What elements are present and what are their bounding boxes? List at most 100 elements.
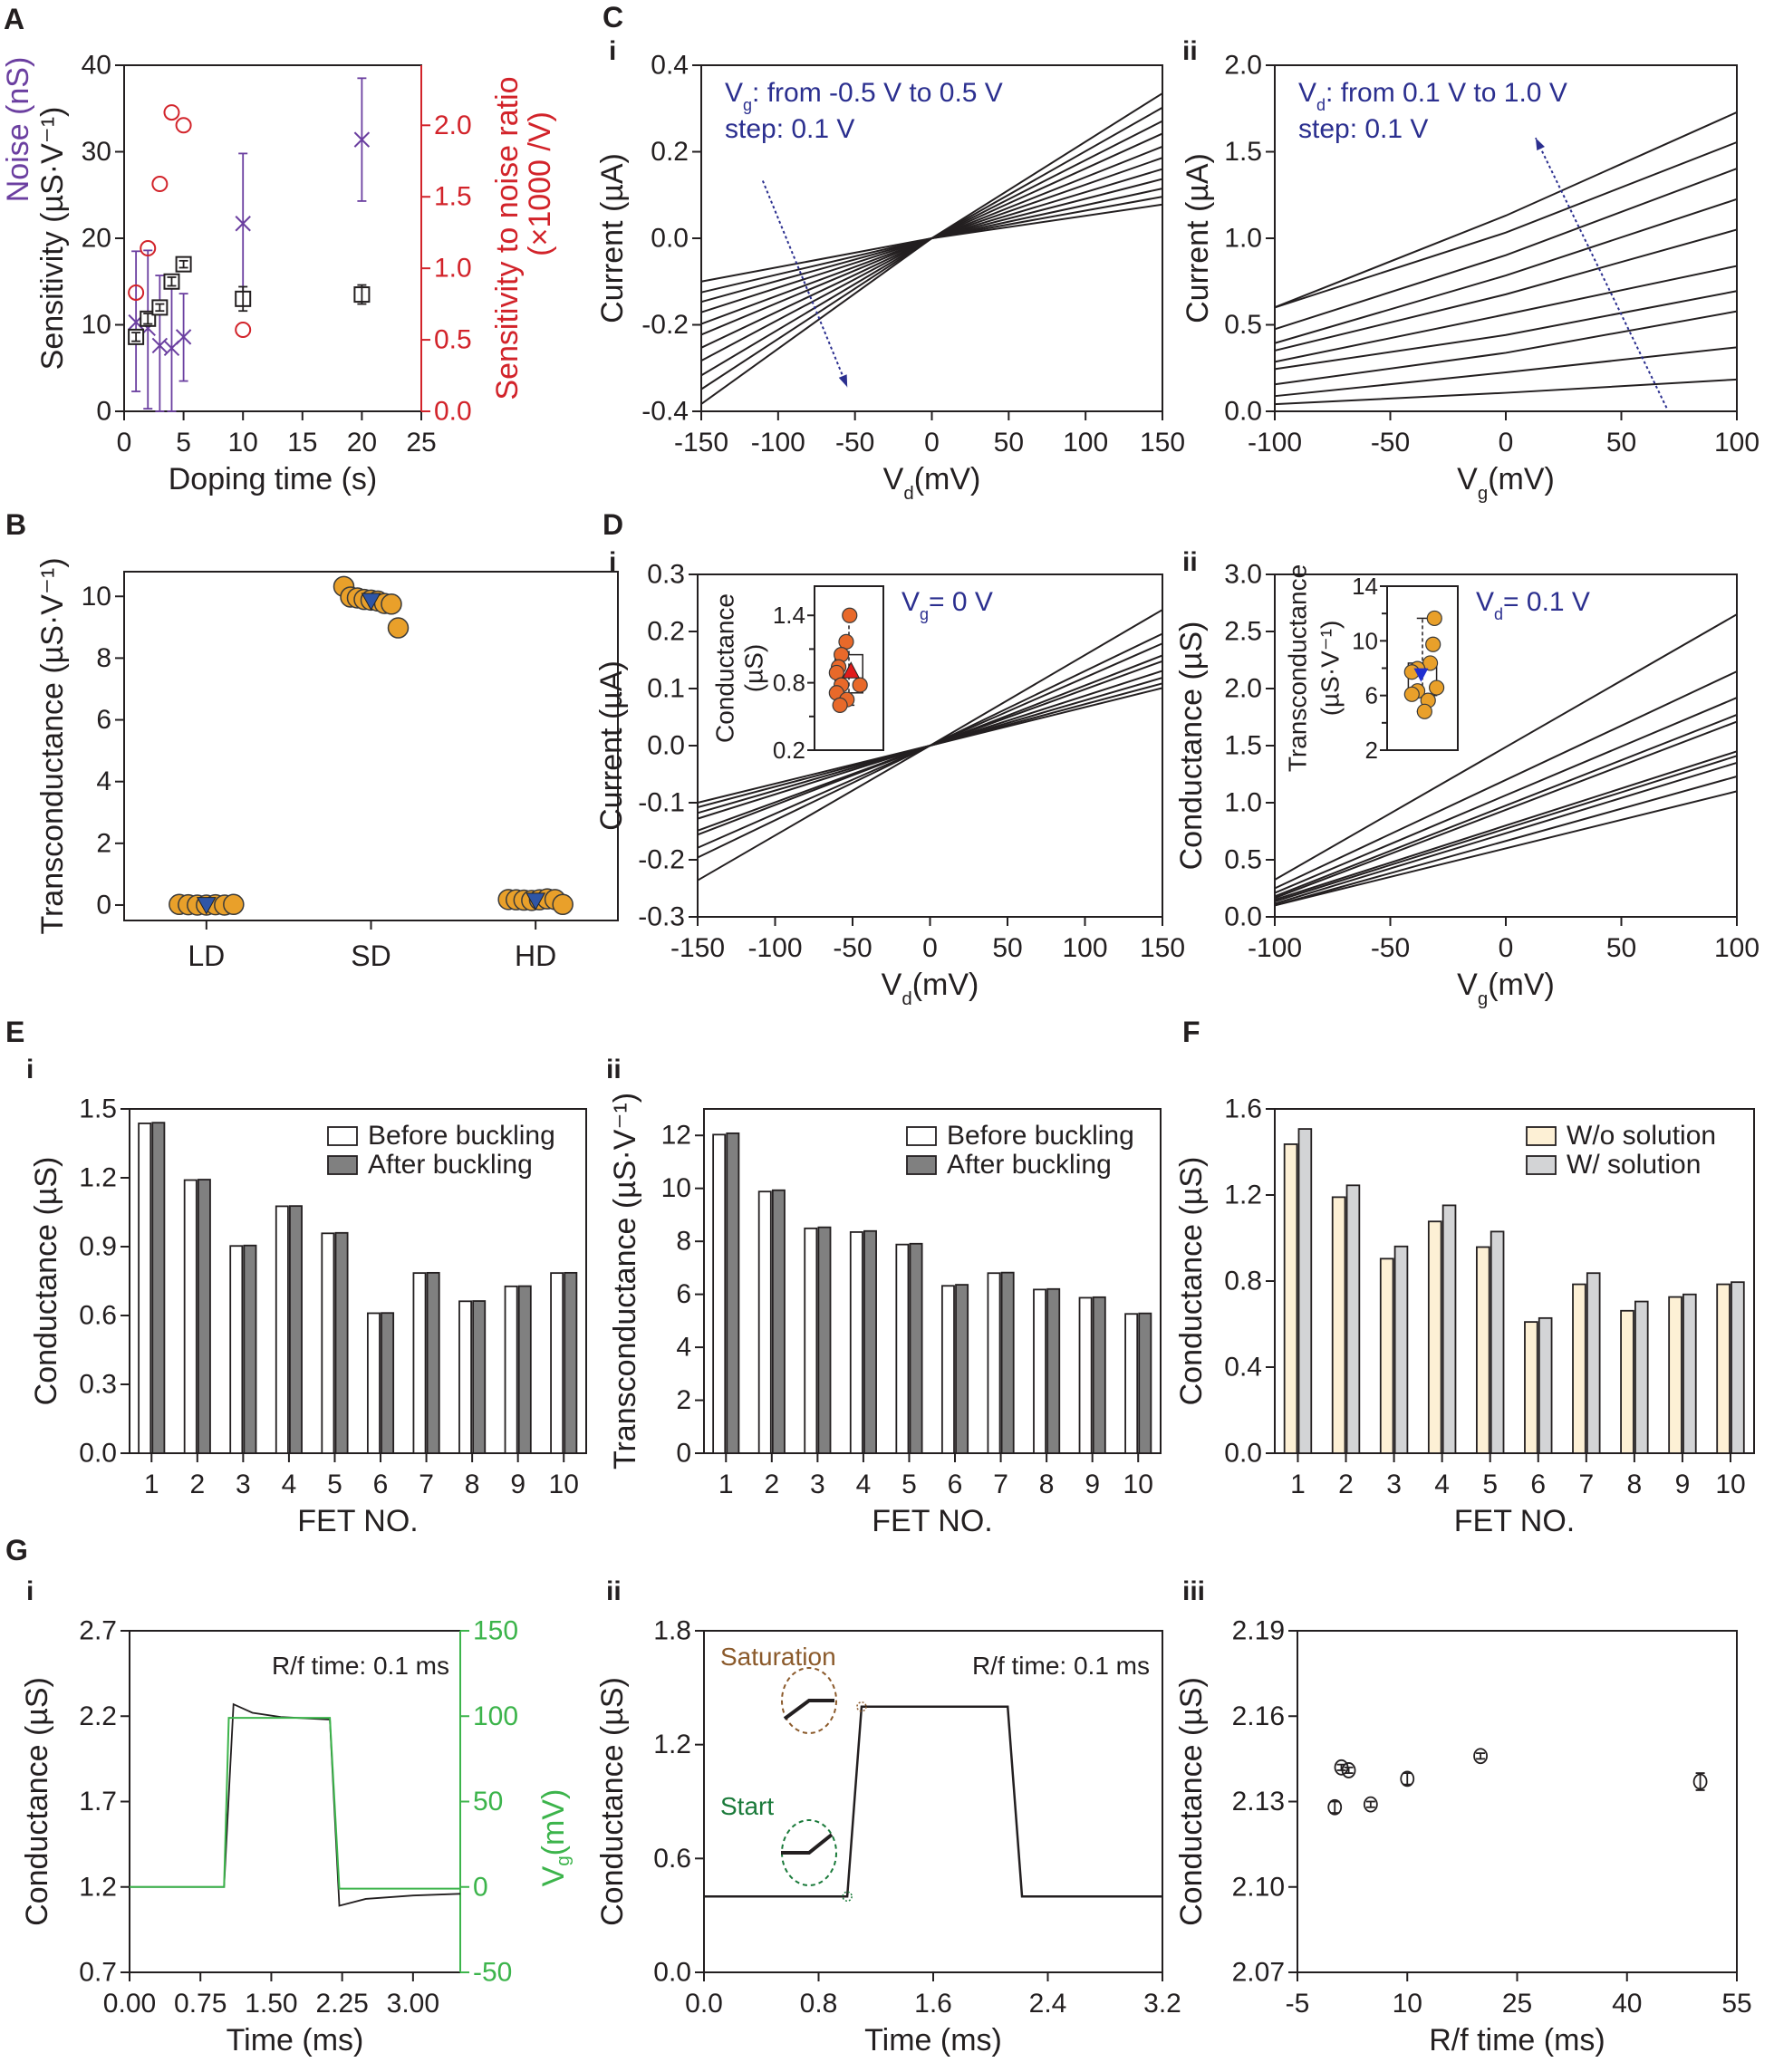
bar bbox=[771, 1189, 786, 1454]
x-tick-label: 100 bbox=[1062, 933, 1107, 963]
panel-letter: E bbox=[5, 1016, 24, 1048]
bar bbox=[1441, 1204, 1457, 1454]
x-tick-label: 1 bbox=[718, 1470, 734, 1499]
ratio-point bbox=[140, 240, 157, 257]
x-tick-label: 0.0 bbox=[685, 1989, 723, 2019]
panel-G-i: Gi 0.00 0.75 1.50 2.25 3.00 0.7 1.2 1.7 2.2 2.7 Tim… bbox=[5, 1534, 574, 2058]
label-part: (mV) bbox=[536, 1789, 571, 1856]
bar bbox=[183, 1179, 198, 1454]
plot-frame bbox=[123, 571, 619, 921]
y-tick-label: 2 bbox=[676, 1385, 691, 1415]
panel-x-ii: ii -100 -50 0 50 100 0.0 0.5 1.0 1.5 2.0 Vg(mV) Curr… bbox=[1181, 36, 1760, 504]
bar bbox=[1427, 1220, 1442, 1454]
plot-frame bbox=[1297, 1630, 1738, 1973]
sweep-arrow bbox=[761, 180, 849, 388]
y-tick-label: 0.6 bbox=[79, 1301, 117, 1331]
y-tick-label: 2.5 bbox=[1224, 617, 1262, 647]
y-tick-label: 0.0 bbox=[1224, 1439, 1262, 1469]
bar bbox=[1716, 1283, 1731, 1454]
label-part: (mV) bbox=[1488, 462, 1555, 496]
annotation: Vd: from 0.1 V to 1.0 V bbox=[1298, 78, 1567, 114]
y-tick-label: 0 bbox=[96, 397, 111, 427]
bar bbox=[1524, 1321, 1538, 1454]
x-tick-label: 0.8 bbox=[800, 1989, 838, 2019]
x-tick-label: 4 bbox=[282, 1470, 297, 1499]
x-tick-label: -100 bbox=[1248, 428, 1302, 458]
bar bbox=[289, 1205, 303, 1454]
panel-letter: D bbox=[603, 508, 623, 541]
bar bbox=[243, 1244, 257, 1454]
x-tick-label: 10 bbox=[1123, 1470, 1153, 1499]
inset-y-tick-label: 10 bbox=[1352, 627, 1378, 654]
label-part: V bbox=[901, 587, 920, 617]
x-tick-label: -150 bbox=[674, 428, 728, 458]
series-line bbox=[1274, 290, 1738, 371]
series-line bbox=[700, 196, 1163, 294]
annotation-step: step: 0.1 V bbox=[725, 114, 854, 144]
y-tick-label: 2.16 bbox=[1232, 1701, 1285, 1731]
bar bbox=[1046, 1287, 1061, 1454]
bar bbox=[381, 1312, 395, 1454]
series-line bbox=[700, 132, 1163, 362]
x-tick-label: 3 bbox=[236, 1470, 251, 1499]
x-tick-label: 55 bbox=[1721, 1989, 1751, 2019]
x-tick-label: 7 bbox=[419, 1470, 434, 1499]
y-axis-title: Conductance (µS) bbox=[20, 1677, 54, 1926]
y-tick-label: 2.2 bbox=[79, 1701, 117, 1731]
y-tick-label: 1.2 bbox=[1224, 1181, 1262, 1210]
bar bbox=[940, 1285, 955, 1454]
x-tick-label: 25 bbox=[406, 428, 436, 458]
mean-marker bbox=[525, 892, 546, 911]
bar bbox=[1668, 1296, 1682, 1454]
y-axis-title: Conductance (µS) bbox=[595, 1677, 630, 1926]
x-tick-label: 5 bbox=[1482, 1470, 1498, 1499]
x-tick-label: 2.4 bbox=[1029, 1989, 1067, 2019]
inset-point bbox=[1422, 655, 1439, 671]
panel-bar-8: F 0.0 0.4 0.8 1.2 1.6 FET NO. Conductance (µS) 1… bbox=[1174, 1016, 1755, 1538]
y2-tick-label: -50 bbox=[473, 1958, 512, 1988]
inset-y-tick-label: 0.2 bbox=[773, 737, 805, 764]
data-point bbox=[552, 893, 574, 916]
label-part: V bbox=[1457, 968, 1478, 1002]
y-tick-label: 1.5 bbox=[1224, 731, 1262, 761]
label-part: d bbox=[903, 484, 913, 504]
x-tick-label: 25 bbox=[1502, 1989, 1532, 2019]
x-axis-title: Vg(mV) bbox=[1457, 968, 1555, 1009]
data-point bbox=[1400, 1770, 1415, 1788]
category-label: HD bbox=[515, 940, 556, 972]
legend-label: After buckling bbox=[947, 1150, 1112, 1180]
bar bbox=[1586, 1272, 1601, 1454]
series-line bbox=[1274, 697, 1738, 894]
series-line bbox=[1274, 265, 1738, 363]
series-line bbox=[1274, 755, 1738, 902]
label-part: d bbox=[1494, 605, 1503, 623]
label-part: V bbox=[882, 968, 902, 1002]
x-axis-title: Time (ms) bbox=[864, 2023, 1002, 2058]
annotation: R/f time: 0.1 ms bbox=[272, 1652, 449, 1680]
x-tick-label: 50 bbox=[994, 428, 1024, 458]
x-tick-label: 6 bbox=[373, 1470, 389, 1499]
bar bbox=[1476, 1246, 1490, 1454]
inset-y-tick-label: 0.8 bbox=[773, 670, 805, 697]
label-part: g bbox=[554, 1855, 574, 1865]
x-tick-label: 6 bbox=[948, 1470, 963, 1499]
y-tick-label: 3.0 bbox=[1224, 560, 1262, 590]
label-part: g bbox=[1478, 989, 1488, 1009]
bar bbox=[1138, 1312, 1152, 1454]
y2-tick-label: 0.5 bbox=[434, 325, 472, 355]
series-line bbox=[1274, 168, 1738, 331]
x-tick-label: 0 bbox=[1499, 428, 1514, 458]
y-tick-label: 0.0 bbox=[79, 1439, 117, 1469]
y2-tick-label: 1.0 bbox=[434, 254, 472, 284]
inset-point bbox=[838, 633, 854, 650]
y-tick-label: 0.5 bbox=[1224, 845, 1262, 875]
bar bbox=[1078, 1296, 1093, 1454]
bar bbox=[1345, 1184, 1361, 1454]
x-tick-label: 0 bbox=[117, 428, 132, 458]
y-tick-label: 1.0 bbox=[1224, 788, 1262, 818]
inset-point bbox=[852, 677, 868, 693]
y-tick-label: 0.4 bbox=[651, 51, 689, 81]
subpanel-label: i bbox=[609, 36, 616, 66]
y-tick-label: 0.8 bbox=[1224, 1267, 1262, 1296]
